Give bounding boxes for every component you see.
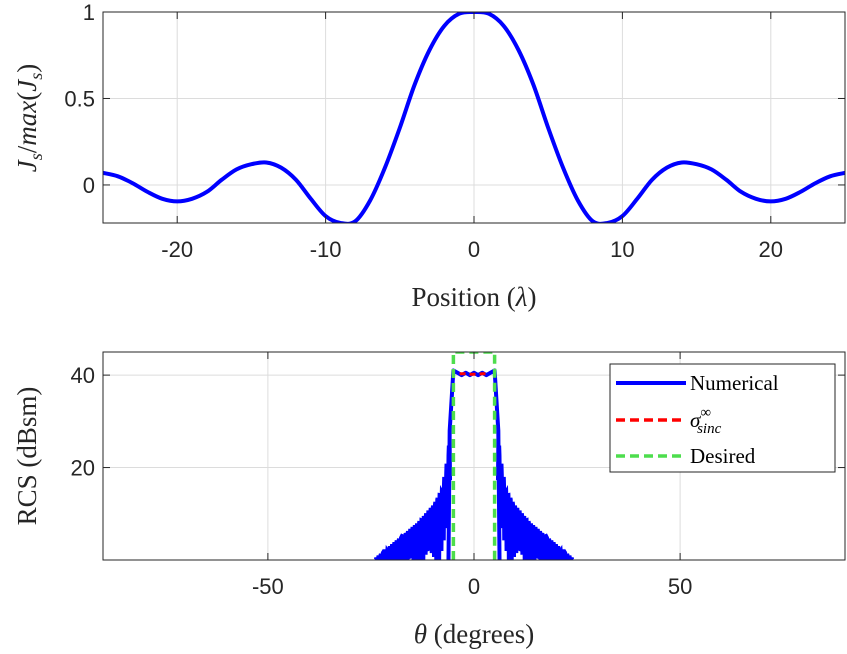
legend-sigma-sinc-label: σ∞ sinc [690, 405, 722, 437]
top-x-tick-label: -20 [161, 237, 193, 262]
desired-line [451, 352, 497, 560]
legend: Numerical σ∞ sinc Desired [609, 363, 836, 473]
top-ticks: -20 -10 0 10 20 0 0.5 1 [64, 0, 845, 262]
bottom-ticks: -50 0 50 20 40 [71, 352, 845, 599]
top-y-axis-label: Js/max(Js) [12, 64, 46, 173]
legend-numerical-label: Numerical [690, 371, 779, 395]
top-axes: -20 -10 0 10 20 0 0.5 1 Position (λ) Js/max(Js) [12, 0, 846, 312]
bottom-x-tick-label: 0 [468, 574, 480, 599]
bottom-y-axis-label: RCS (dBsm) [12, 387, 42, 526]
numerical-sidelobes [373, 435, 575, 560]
top-x-tick-label: 10 [610, 237, 634, 262]
bottom-y-tick-label: 40 [71, 363, 95, 388]
top-x-tick-label: 20 [759, 237, 783, 262]
bottom-x-tick-label: -50 [252, 574, 284, 599]
top-y-tick-label: 1 [83, 0, 95, 25]
bottom-axes: -50 0 50 20 40 θ (degrees) RCS (dBsm) Numeri… [12, 351, 846, 649]
top-x-tick-label: 0 [468, 237, 480, 262]
legend-desired-label: Desired [690, 444, 756, 468]
top-series-line [103, 12, 845, 223]
bottom-y-tick-label: 20 [71, 456, 95, 481]
top-y-tick-label: 0 [83, 173, 95, 198]
bottom-x-axis-label: θ (degrees) [414, 619, 534, 649]
top-line-layer [103, 12, 845, 223]
top-y-tick-label: 0.5 [64, 86, 95, 111]
top-x-axis-label: Position (λ) [412, 282, 537, 312]
bottom-x-tick-label: 50 [668, 574, 692, 599]
top-x-tick-label: -10 [310, 237, 342, 262]
bottom-line-layer [373, 352, 575, 560]
